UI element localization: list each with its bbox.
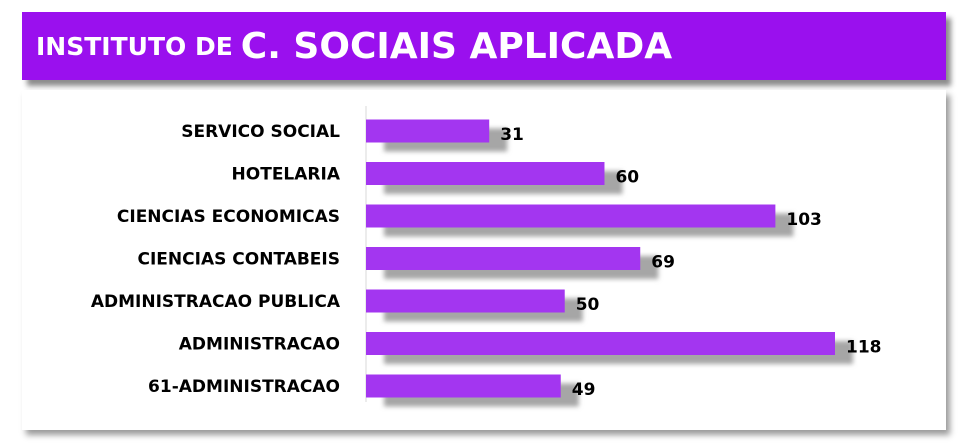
category-label: ADMINISTRACAO PUBLICA bbox=[91, 292, 341, 312]
bar bbox=[366, 289, 565, 313]
category-label: ADMINISTRACAO bbox=[179, 335, 340, 355]
data-label: 69 bbox=[651, 253, 675, 273]
category-label: CIENCIAS ECONOMICAS bbox=[117, 207, 340, 227]
data-label: 31 bbox=[500, 125, 524, 145]
bar bbox=[366, 162, 605, 185]
bar bbox=[366, 204, 776, 228]
page-title-prefix: INSTITUTO DE bbox=[36, 31, 233, 61]
data-label: 50 bbox=[576, 295, 600, 315]
bar-chart: SERVICO SOCIAL 31 HOTELARIA 60 CIENCIAS ECON… bbox=[91, 106, 882, 407]
bar bbox=[366, 119, 490, 143]
data-label: 49 bbox=[572, 380, 596, 400]
bar bbox=[366, 374, 561, 398]
chart-panel: SERVICO SOCIAL 31 HOTELARIA 60 CIENCIAS ECON… bbox=[22, 90, 946, 430]
category-label: 61-ADMINISTRACAO bbox=[148, 377, 340, 397]
category-label: SERVICO SOCIAL bbox=[181, 122, 340, 142]
bar bbox=[366, 247, 641, 270]
header-bar: INSTITUTO DE C. SOCIAIS APLICADA bbox=[22, 12, 946, 80]
data-label: 118 bbox=[846, 338, 882, 358]
bar bbox=[366, 332, 835, 355]
page-title: C. SOCIAIS APLICADA bbox=[240, 25, 673, 67]
category-label: CIENCIAS CONTABEIS bbox=[138, 250, 341, 270]
category-label: HOTELARIA bbox=[232, 165, 341, 185]
data-label: 103 bbox=[786, 210, 822, 230]
data-label: 60 bbox=[615, 168, 639, 188]
